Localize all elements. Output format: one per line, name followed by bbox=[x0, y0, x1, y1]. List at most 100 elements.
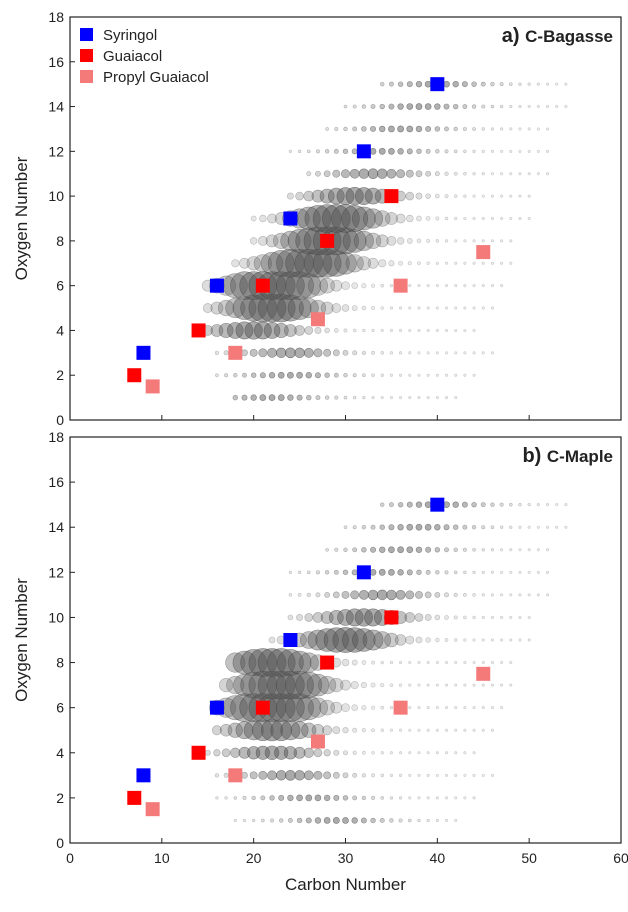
background-bubble bbox=[370, 705, 376, 710]
background-bubble bbox=[389, 284, 394, 288]
background-bubble bbox=[546, 503, 550, 507]
background-bubble bbox=[371, 751, 375, 755]
background-bubble bbox=[267, 249, 295, 277]
background-bubble bbox=[445, 306, 449, 310]
background-bubble bbox=[490, 306, 494, 310]
background-bubble bbox=[323, 794, 331, 802]
background-bubble bbox=[276, 294, 304, 322]
background-bubble bbox=[426, 796, 430, 800]
background-bubble bbox=[267, 770, 277, 781]
background-bubble bbox=[445, 796, 449, 800]
background-bubble bbox=[555, 82, 559, 86]
background-bubble bbox=[518, 615, 522, 619]
background-bubble bbox=[379, 524, 385, 530]
series-syringol bbox=[136, 77, 445, 360]
background-bubble bbox=[388, 502, 394, 508]
background-bubble bbox=[424, 591, 432, 599]
background-bubble bbox=[417, 683, 421, 687]
background-bubble bbox=[394, 634, 407, 646]
background-bubble bbox=[454, 396, 458, 400]
background-bubble bbox=[352, 104, 357, 109]
background-bubble bbox=[408, 284, 412, 288]
background-bubble bbox=[361, 525, 367, 530]
background-bubble bbox=[389, 818, 394, 823]
background-bubble bbox=[453, 638, 458, 642]
panel-title: a) C-Bagasse bbox=[502, 25, 613, 47]
background-bubble bbox=[536, 82, 540, 86]
background-bubble bbox=[294, 248, 324, 278]
background-bubble bbox=[389, 728, 394, 732]
background-bubble bbox=[303, 747, 314, 758]
background-bubble bbox=[435, 773, 439, 777]
background-bubble bbox=[323, 170, 331, 178]
background-bubble bbox=[280, 230, 301, 251]
background-bubble bbox=[444, 592, 449, 598]
background-bubble bbox=[435, 570, 440, 575]
marker bbox=[430, 77, 445, 92]
background-bubble bbox=[361, 350, 367, 355]
background-bubble bbox=[215, 373, 219, 378]
marker bbox=[228, 345, 243, 360]
y-tick-label: 12 bbox=[48, 564, 64, 580]
background-bubble bbox=[444, 126, 449, 132]
background-bubble bbox=[315, 170, 321, 177]
x-tick-label: 40 bbox=[430, 850, 446, 866]
background-bubble bbox=[258, 770, 268, 780]
background-bubble bbox=[342, 148, 349, 155]
background-bubble bbox=[471, 525, 477, 530]
background-bubble bbox=[499, 104, 504, 109]
y-tick-label: 10 bbox=[48, 609, 64, 625]
background-bubble bbox=[288, 570, 293, 574]
background-bubble bbox=[490, 593, 495, 597]
background-bubble bbox=[332, 726, 341, 735]
background-bubble bbox=[389, 751, 393, 755]
background-bubble bbox=[361, 660, 367, 665]
background-bubble bbox=[315, 570, 320, 575]
background-bubble bbox=[306, 570, 311, 575]
background-bubble bbox=[361, 104, 367, 109]
background-bubble bbox=[472, 328, 476, 332]
background-bubble bbox=[345, 187, 364, 206]
background-bubble bbox=[564, 105, 568, 109]
background-bubble bbox=[415, 523, 423, 531]
background-bubble bbox=[276, 770, 287, 781]
background-bubble bbox=[388, 147, 395, 155]
background-bubble bbox=[388, 524, 395, 531]
background-bubble bbox=[384, 632, 399, 648]
background-bubble bbox=[324, 395, 330, 400]
background-bubble bbox=[332, 591, 340, 599]
background-bubble bbox=[342, 349, 349, 356]
background-bubble bbox=[224, 373, 229, 378]
background-bubble bbox=[399, 728, 403, 732]
background-bubble bbox=[454, 351, 458, 355]
background-bubble bbox=[388, 125, 395, 133]
background-bubble bbox=[471, 104, 477, 109]
marker bbox=[191, 323, 206, 338]
background-bubble bbox=[298, 652, 319, 673]
background-bubble bbox=[527, 615, 531, 619]
background-bubble bbox=[454, 661, 458, 665]
background-bubble bbox=[434, 547, 441, 553]
background-bubble bbox=[490, 149, 494, 153]
background-bubble bbox=[276, 271, 305, 300]
marker bbox=[209, 278, 224, 293]
background-bubble bbox=[508, 82, 513, 86]
background-bubble bbox=[454, 728, 458, 732]
background-bubble bbox=[518, 149, 522, 153]
background-bubble bbox=[334, 395, 339, 400]
background-bubble bbox=[546, 525, 550, 529]
background-bubble bbox=[378, 568, 386, 576]
background-bubble bbox=[273, 323, 289, 338]
background-bubble bbox=[367, 168, 379, 180]
background-bubble bbox=[314, 794, 322, 802]
background-bubble bbox=[463, 351, 467, 355]
background-bubble bbox=[471, 501, 477, 508]
background-bubble bbox=[518, 525, 522, 529]
background-bubble bbox=[395, 589, 406, 600]
background-bubble bbox=[480, 81, 486, 87]
background-bubble bbox=[445, 773, 449, 777]
background-bubble bbox=[250, 372, 257, 378]
background-bubble bbox=[399, 351, 403, 355]
background-bubble bbox=[500, 706, 504, 710]
background-bubble bbox=[370, 524, 376, 530]
